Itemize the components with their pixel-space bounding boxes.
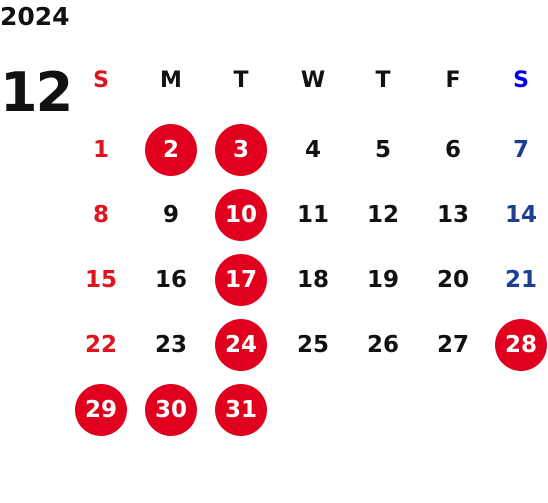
day-cell[interactable]: 13 <box>436 202 469 228</box>
day-cell[interactable]: 20 <box>436 267 469 293</box>
day-cell[interactable]: 23 <box>154 332 187 358</box>
weekday-header: S <box>93 67 109 93</box>
day-cell-highlighted[interactable]: 17 <box>215 254 267 306</box>
weekday-header: T <box>375 67 391 93</box>
calendar-year: 2024 <box>0 2 70 31</box>
day-cell[interactable]: 12 <box>366 202 399 228</box>
weekday-header: T <box>233 67 249 93</box>
day-cell[interactable]: 25 <box>296 332 329 358</box>
day-cell[interactable]: 11 <box>296 202 329 228</box>
day-cell[interactable]: 26 <box>366 332 399 358</box>
day-cell[interactable]: 5 <box>374 137 391 163</box>
day-cell[interactable]: 15 <box>84 267 117 293</box>
day-cell[interactable]: 16 <box>154 267 187 293</box>
day-cell[interactable]: 6 <box>444 137 461 163</box>
day-cell-highlighted[interactable]: 10 <box>215 189 267 241</box>
weekday-header: F <box>445 67 461 93</box>
day-cell-highlighted[interactable]: 24 <box>215 319 267 371</box>
day-cell[interactable]: 22 <box>84 332 117 358</box>
day-cell[interactable]: 9 <box>162 202 179 228</box>
day-cell[interactable]: 4 <box>304 137 321 163</box>
day-cell[interactable]: 21 <box>504 267 537 293</box>
day-cell-highlighted[interactable]: 28 <box>495 319 547 371</box>
day-cell[interactable]: 14 <box>504 202 537 228</box>
day-cell-highlighted[interactable]: 31 <box>215 384 267 436</box>
calendar-month: 12 <box>0 61 73 124</box>
day-cell-highlighted[interactable]: 2 <box>145 124 197 176</box>
day-cell[interactable]: 27 <box>436 332 469 358</box>
day-cell[interactable]: 19 <box>366 267 399 293</box>
day-cell[interactable]: 7 <box>512 137 529 163</box>
day-cell-highlighted[interactable]: 30 <box>145 384 197 436</box>
weekday-header: S <box>513 67 529 93</box>
weekday-header: W <box>300 67 326 93</box>
weekday-header: M <box>160 67 182 93</box>
day-cell[interactable]: 8 <box>92 202 109 228</box>
day-cell-highlighted[interactable]: 3 <box>215 124 267 176</box>
day-cell[interactable]: 18 <box>296 267 329 293</box>
day-cell[interactable]: 1 <box>92 137 109 163</box>
day-cell-highlighted[interactable]: 29 <box>75 384 127 436</box>
